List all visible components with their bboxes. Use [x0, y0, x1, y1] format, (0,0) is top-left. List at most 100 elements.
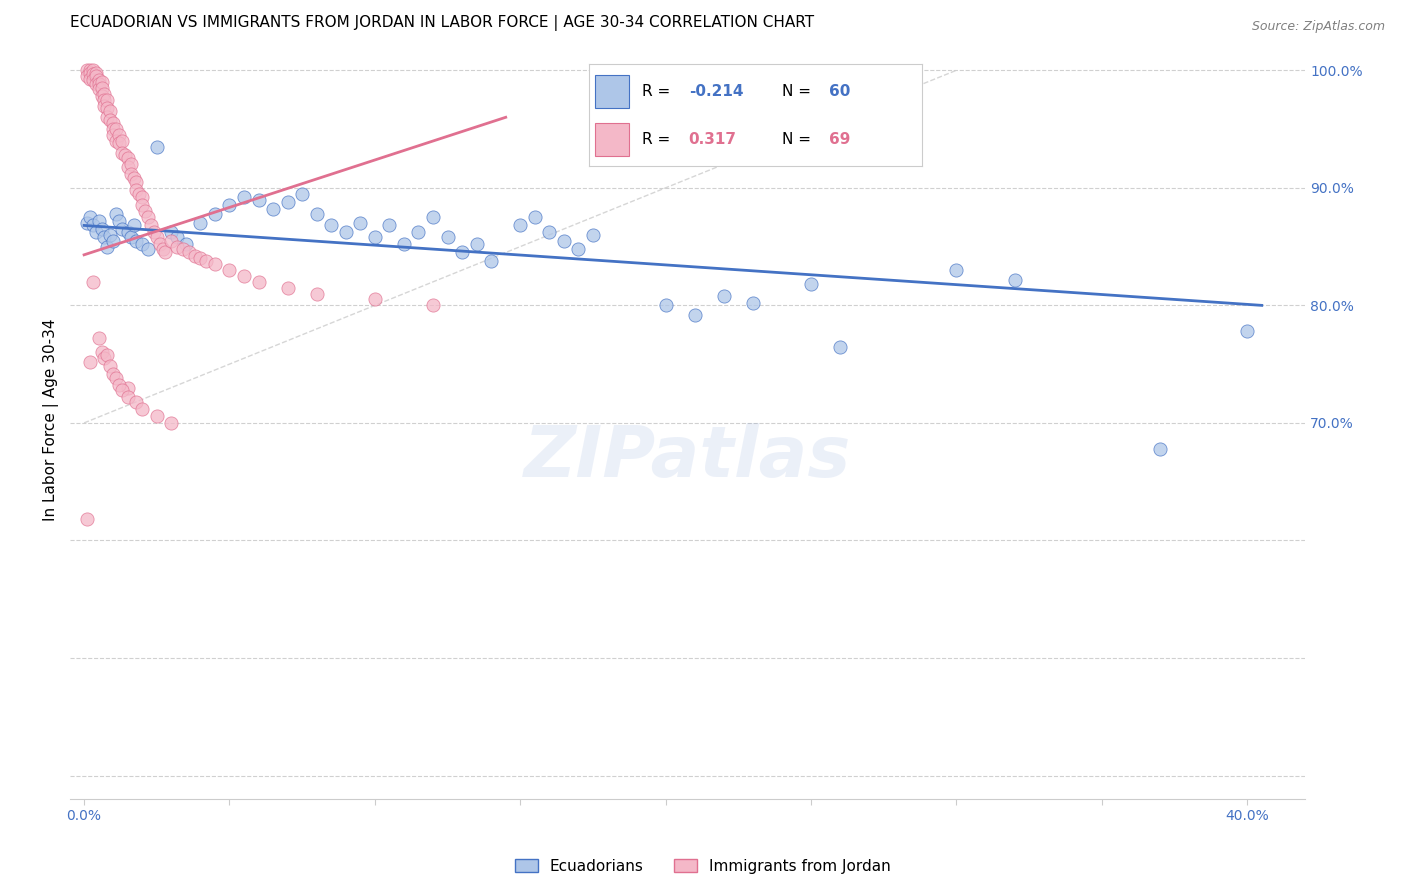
Point [82, 72, 104, 87]
Point [87, 82, 110, 96]
Point [108, 128, 131, 142]
Point [131, 190, 153, 204]
Point [335, 226, 357, 240]
Point [79, 65, 101, 79]
Point [101, 122, 124, 136]
Point [830, 339, 852, 353]
Point [87, 331, 110, 345]
Point [76, 69, 98, 83]
Point [349, 216, 371, 230]
Point [149, 237, 172, 252]
Point [76, 216, 98, 230]
Point [101, 128, 124, 142]
Point [305, 207, 328, 221]
Point [117, 381, 139, 395]
Point [105, 371, 128, 385]
Point [105, 134, 128, 148]
Point [422, 298, 444, 312]
Point [567, 242, 589, 256]
Point [90, 89, 112, 103]
Point [142, 226, 165, 240]
Point [218, 263, 240, 277]
Point [204, 257, 226, 271]
Point [277, 194, 299, 209]
Point [146, 409, 169, 423]
Point [408, 226, 430, 240]
Point [117, 152, 139, 166]
Point [422, 211, 444, 225]
Point [190, 216, 212, 230]
Point [108, 136, 131, 150]
Point [98, 104, 121, 119]
Point [82, 67, 104, 81]
Point [111, 145, 134, 160]
Point [195, 253, 218, 268]
Point [436, 230, 458, 244]
Point [98, 359, 121, 374]
Point [125, 394, 148, 409]
Point [93, 93, 115, 107]
Point [82, 219, 104, 233]
Point [378, 219, 401, 233]
Point [117, 226, 139, 240]
Point [139, 219, 162, 233]
Point [101, 116, 124, 130]
Point [96, 93, 118, 107]
Y-axis label: In Labor Force | Age 30-34: In Labor Force | Age 30-34 [44, 318, 59, 521]
Point [90, 81, 112, 95]
Point [93, 351, 115, 366]
Point [1149, 442, 1171, 456]
Legend: Ecuadorians, Immigrants from Jordan: Ecuadorians, Immigrants from Jordan [509, 853, 897, 880]
Point [1236, 324, 1258, 338]
Point [131, 198, 153, 212]
Point [174, 237, 197, 252]
Point [120, 167, 142, 181]
Point [392, 237, 415, 252]
Point [111, 134, 134, 148]
Point [538, 226, 561, 240]
Point [152, 242, 174, 256]
Point [321, 219, 343, 233]
Point [479, 253, 502, 268]
Point [247, 275, 270, 289]
Point [218, 198, 240, 212]
Point [111, 222, 134, 236]
Point [98, 112, 121, 127]
Point [262, 202, 284, 216]
Point [233, 268, 256, 283]
Point [87, 72, 110, 87]
Point [108, 213, 131, 227]
Point [114, 148, 136, 162]
Point [93, 87, 115, 101]
Point [76, 512, 98, 526]
Point [90, 345, 112, 359]
Point [451, 245, 474, 260]
Point [155, 245, 177, 260]
Point [136, 211, 159, 225]
Text: Source: ZipAtlas.com: Source: ZipAtlas.com [1251, 20, 1385, 33]
Point [1004, 272, 1026, 286]
Point [160, 234, 183, 248]
Point [233, 190, 256, 204]
Point [364, 230, 387, 244]
Point [96, 239, 118, 253]
Point [166, 239, 188, 253]
Point [125, 183, 148, 197]
Point [76, 63, 98, 78]
Point [79, 211, 101, 225]
Point [131, 401, 153, 416]
Point [111, 383, 134, 397]
Point [582, 227, 605, 242]
Point [93, 230, 115, 244]
Text: ECUADORIAN VS IMMIGRANTS FROM JORDAN IN LABOR FORCE | AGE 30-34 CORRELATION CHAR: ECUADORIAN VS IMMIGRANTS FROM JORDAN IN … [69, 15, 814, 31]
Point [87, 213, 110, 227]
Point [82, 275, 104, 289]
Point [96, 110, 118, 124]
Point [84, 226, 107, 240]
Point [683, 308, 706, 322]
Point [160, 416, 183, 430]
Point [128, 186, 150, 201]
Point [131, 237, 153, 252]
Point [105, 207, 128, 221]
Point [172, 242, 194, 256]
